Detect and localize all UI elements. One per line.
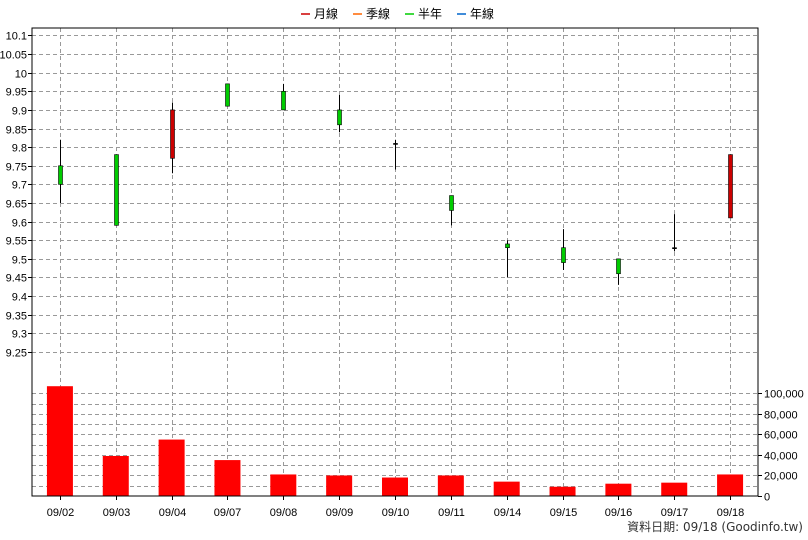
candle-body-12	[728, 154, 733, 219]
candle-1	[114, 154, 119, 226]
candle-body-11	[672, 247, 677, 249]
date-axis: 09/02 09/03 09/04 09/07 09/08 09/09 09/10 09/11…	[47, 496, 745, 519]
price-tick-label-13: 9.45	[6, 273, 27, 285]
volume-bar-0	[46, 386, 73, 496]
candle-3	[225, 83, 230, 107]
legend-label-1: 季線	[366, 6, 390, 21]
date-tick-label-11: 09/17	[661, 507, 689, 519]
date-tick-label-2: 09/04	[159, 507, 187, 519]
candle-2	[170, 102, 175, 174]
volume-bar-12	[717, 474, 744, 496]
price-tick-label-4: 9.9	[12, 106, 27, 118]
data-date-footer: 資料日期: 09/18 (Goodinfo.tw)	[627, 520, 803, 534]
volume-tick-label-5: 0	[764, 492, 770, 504]
volume-bar-7	[437, 475, 464, 496]
volume-tick-label-1: 80,000	[764, 410, 798, 422]
volume-axis: 100,000 80,000 60,000 40,000 20,000 0	[757, 378, 804, 504]
candle-body-2	[170, 109, 175, 159]
candles	[58, 83, 733, 285]
date-tick-label-3: 09/07	[214, 507, 242, 519]
volume-bars	[46, 386, 744, 496]
volume-bar-3	[214, 460, 241, 496]
legend-label-3: 年線	[470, 6, 494, 21]
candle-9	[561, 229, 566, 271]
date-tick-label-5: 09/09	[326, 507, 354, 519]
candle-body-9	[561, 247, 566, 263]
price-tick-label-17: 9.25	[6, 348, 27, 360]
volume-bar-2	[158, 439, 185, 496]
candle-body-5	[337, 109, 342, 126]
candle-10	[616, 258, 621, 285]
volume-bar-4	[270, 474, 297, 496]
candle-body-7	[449, 195, 454, 211]
volume-bar-1	[102, 455, 129, 496]
price-tick-label-1: 10.05	[0, 50, 27, 62]
price-tick-label-11: 9.55	[6, 236, 27, 248]
price-tick-label-10: 9.6	[12, 218, 27, 230]
plot-frame	[31, 27, 759, 497]
candle-6	[393, 139, 398, 170]
candle-4	[281, 83, 286, 111]
date-tick-label-8: 09/14	[494, 507, 522, 519]
candle-body-3	[225, 83, 230, 107]
price-tick-label-12: 9.5	[12, 255, 27, 267]
volume-tick-label-0: 100,000	[764, 389, 804, 401]
price-tick-label-16: 9.3	[12, 329, 27, 341]
legend-label-2: 半年	[418, 7, 442, 21]
volume-bar-6	[382, 477, 408, 496]
price-tick-label-6: 9.8	[12, 143, 27, 155]
price-tick-label-9: 9.65	[6, 199, 27, 211]
volume-bar-9	[549, 486, 576, 496]
volume-tick-label-2: 60,000	[764, 430, 798, 442]
candle-11	[672, 214, 677, 252]
volume-bar-5	[326, 475, 353, 496]
candle-body-0	[58, 165, 63, 185]
date-tick-label-4: 09/08	[270, 507, 298, 519]
price-axis: 10.1 10.05 10 9.95 9.9 9.85 9.8 9.75 9.7 9.65 9.6 9…	[0, 31, 32, 360]
price-tick-label-2: 10	[15, 69, 27, 81]
candle-body-1	[114, 154, 119, 226]
chart-legend: 月線 季線 半年 年線	[301, 6, 494, 21]
price-tick-label-14: 9.4	[12, 292, 27, 304]
date-tick-label-10: 09/16	[605, 507, 633, 519]
price-tick-label-5: 9.85	[6, 125, 27, 137]
price-tick-label-15: 9.35	[6, 311, 27, 323]
candle-body-10	[616, 258, 621, 275]
candle-8	[505, 240, 510, 278]
volume-tick-label-3: 40,000	[764, 451, 798, 463]
date-tick-label-0: 09/02	[47, 507, 75, 519]
price-tick-label-0: 10.1	[6, 31, 27, 43]
date-tick-label-7: 09/11	[438, 507, 465, 519]
candle-body-8	[505, 243, 510, 248]
candle-body-6	[393, 143, 398, 145]
price-tick-label-7: 9.75	[6, 162, 27, 174]
volume-tick-label-4: 20,000	[764, 471, 798, 483]
chart-grid	[32, 28, 758, 496]
date-tick-label-12: 09/18	[717, 507, 745, 519]
volume-bar-10	[605, 483, 632, 496]
date-tick-label-6: 09/10	[382, 507, 410, 519]
candle-0	[58, 139, 63, 203]
price-tick-label-3: 9.95	[6, 87, 27, 99]
date-tick-label-1: 09/03	[103, 507, 131, 519]
legend-label-0: 月線	[314, 6, 338, 21]
volume-bar-8	[493, 481, 520, 496]
candle-7	[449, 195, 454, 226]
date-tick-label-9: 09/15	[550, 507, 578, 519]
price-tick-label-8: 9.7	[12, 180, 27, 192]
candle-12	[728, 154, 733, 219]
candle-5	[337, 95, 342, 133]
volume-bar-11	[661, 482, 688, 496]
candle-body-4	[281, 90, 286, 111]
